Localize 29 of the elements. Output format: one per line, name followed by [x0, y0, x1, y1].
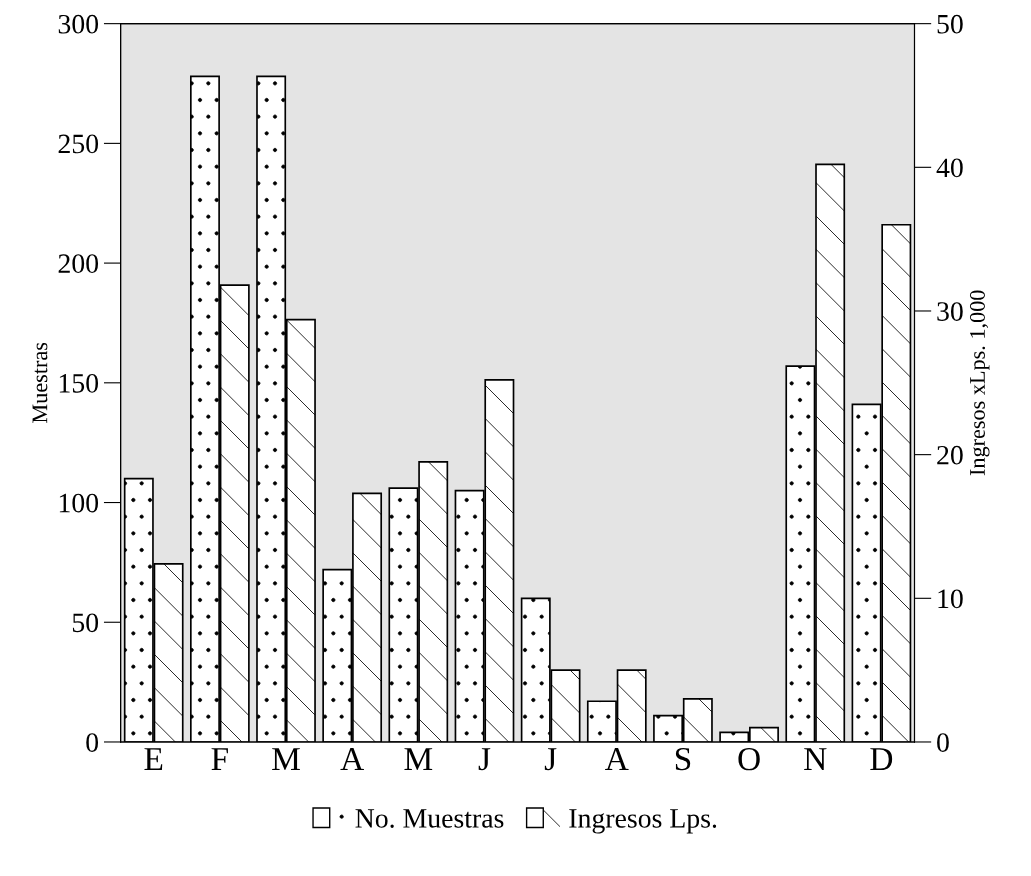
x-tick-label: F — [211, 748, 228, 770]
legend-label: No. Muestras — [355, 809, 504, 828]
y-tick-label: 150 — [59, 373, 99, 393]
y-tick-label: 100 — [59, 493, 99, 513]
y-tick-label: 250 — [58, 134, 99, 154]
x-tick-label: E — [144, 748, 163, 770]
y2-axis-title: Ingresos xLps. 1,000 — [969, 290, 990, 476]
x-tick-label: M — [404, 748, 433, 770]
y-tick-label: 200 — [58, 254, 99, 273]
x-tick-label: J — [478, 748, 491, 771]
y2-tick-label: 20 — [937, 445, 963, 465]
x-tick-label: M — [272, 748, 300, 770]
y-axis-title: Muestras — [32, 342, 48, 423]
legend-label: Ingresos Lps. — [569, 809, 717, 834]
x-tick-label: S — [675, 747, 691, 771]
y2-tick-label: 50 — [937, 14, 963, 34]
x-tick-label: O — [738, 747, 760, 771]
y2-tick-label: 0 — [937, 733, 949, 752]
x-tick-label: J — [544, 748, 557, 771]
x-tick-label: N — [804, 748, 827, 770]
x-tick-label: D — [870, 748, 893, 771]
y-tick-label: 50 — [72, 613, 99, 633]
x-tick-label: A — [605, 747, 629, 770]
y2-tick-label: 40 — [936, 158, 963, 178]
y-tick-label: 0 — [86, 733, 99, 752]
y-tick-label: 300 — [58, 14, 99, 34]
y2-tick-label: 30 — [937, 302, 963, 321]
y2-tick-label: 10 — [938, 589, 963, 609]
x-tick-label: A — [340, 747, 364, 770]
